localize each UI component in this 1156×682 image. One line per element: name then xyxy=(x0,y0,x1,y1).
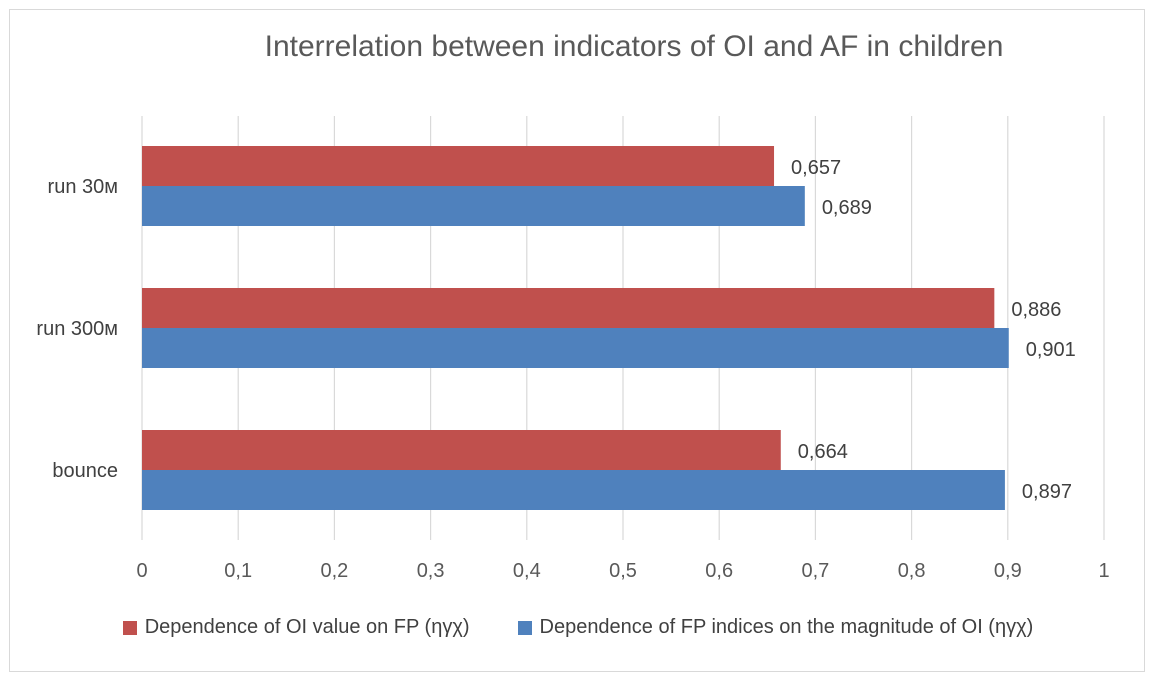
x-tick-label: 0,4 xyxy=(513,560,541,582)
category-label: run 300м xyxy=(36,318,118,340)
legend-item-series-1: Dependence of OI value on FP (ηγχ) xyxy=(122,616,470,639)
tick-layer: 0 0,1 0,2 0,3 0,4 0,5 0,6 0,7 0,8 0,9 1 xyxy=(136,560,1109,582)
data-label: 0,689 xyxy=(822,197,872,219)
x-tick-label: 0,7 xyxy=(801,560,829,582)
x-tick-label: 0,2 xyxy=(320,560,348,582)
x-tick-label: 0,9 xyxy=(994,560,1022,582)
x-tick-label: 0 xyxy=(136,560,147,582)
legend-label-series-1: Dependence of OI value on FP (ηγχ) xyxy=(144,616,470,638)
x-tick-label: 0,5 xyxy=(609,560,637,582)
legend: Dependence of OI value on FP (ηγχ) Depen… xyxy=(0,616,1156,639)
bar-series-2 xyxy=(142,186,805,226)
data-label: 0,897 xyxy=(1022,481,1072,503)
bar-series-1 xyxy=(142,430,781,470)
chart-title: Interrelation between indicators of OI a… xyxy=(264,30,1004,63)
legend-swatch-series-1 xyxy=(122,620,137,635)
legend-swatch-series-2 xyxy=(517,620,532,635)
data-label: 0,901 xyxy=(1026,339,1076,361)
data-label: 0,657 xyxy=(791,157,841,179)
data-label: 0,664 xyxy=(798,441,848,463)
category-label: bounce xyxy=(52,460,118,482)
x-tick-label: 1 xyxy=(1098,560,1109,582)
bar-layer xyxy=(142,146,1009,510)
bar-series-2 xyxy=(142,470,1005,510)
category-label: run 30м xyxy=(48,176,118,198)
legend-item-series-2: Dependence of FP indices on the magnitud… xyxy=(517,616,1034,639)
label-layer: 0,657 0,886 0,664 0,689 0,901 0,897 xyxy=(791,157,1076,503)
legend-label-series-2: Dependence of FP indices on the magnitud… xyxy=(539,616,1034,638)
bar-series-1 xyxy=(142,288,995,328)
x-tick-label: 0,1 xyxy=(224,560,252,582)
data-label: 0,886 xyxy=(1011,299,1061,321)
x-tick-label: 0,6 xyxy=(705,560,733,582)
x-tick-label: 0,8 xyxy=(898,560,926,582)
x-tick-label: 0,3 xyxy=(417,560,445,582)
category-layer: run 30м run 300м bounce xyxy=(36,176,118,482)
bar-series-1 xyxy=(142,146,775,186)
bar-series-2 xyxy=(142,328,1009,368)
